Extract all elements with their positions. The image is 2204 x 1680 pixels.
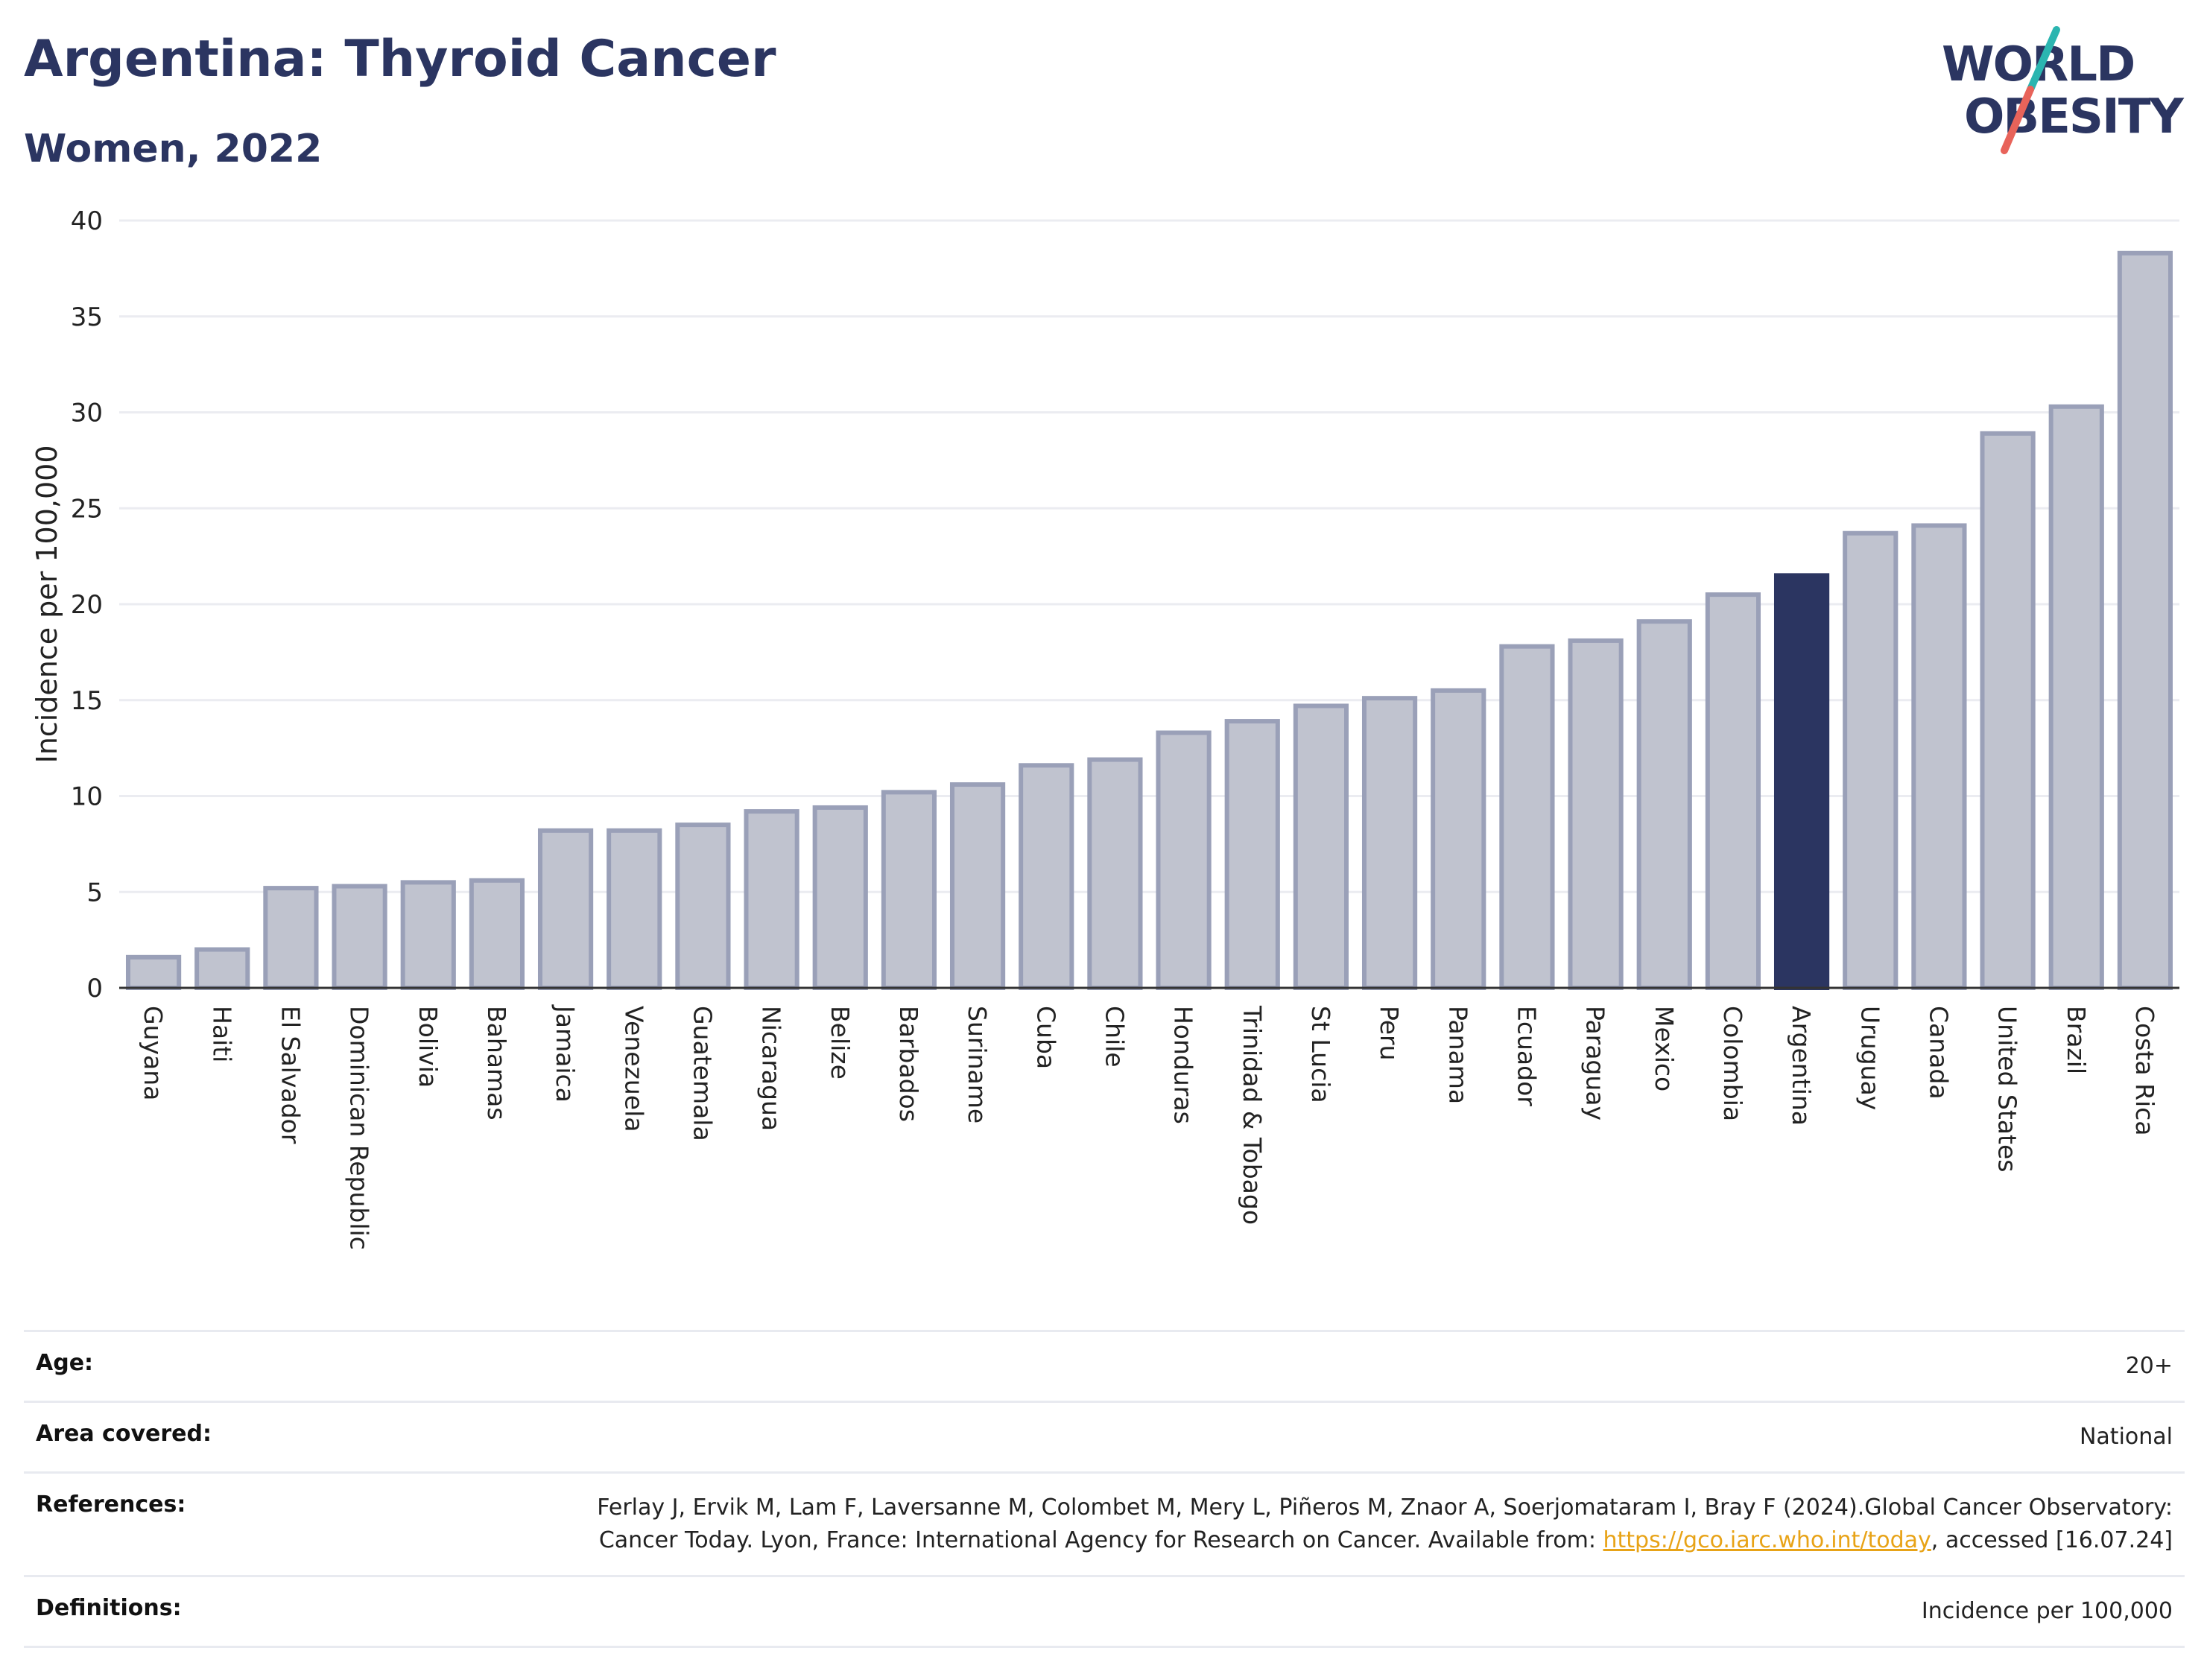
chart-subtitle: Women, 2022 (24, 127, 323, 171)
x-tick-label: Nicaragua (757, 1006, 786, 1131)
x-tick-label: Paraguay (1581, 1006, 1610, 1120)
x-tick-label: Bahamas (482, 1006, 511, 1120)
age-label: Age: (36, 1350, 94, 1376)
references-text: Ferlay J, Ervik M, Lam F, Laversanne M, … (597, 1494, 2173, 1553)
info-row-definitions: Definitions: Incidence per 100,000 (24, 1575, 2185, 1648)
bar-guatemala (675, 822, 731, 990)
x-tick-label: Mexico (1650, 1006, 1679, 1091)
y-tick-label: 20 (71, 590, 103, 620)
references-link[interactable]: https://gco.iarc.who.int/today (1603, 1527, 1931, 1553)
y-tick-label: 10 (71, 782, 103, 812)
x-tick-label: Colombia (1718, 1006, 1747, 1121)
bar-panama (1431, 688, 1486, 990)
x-tick-label: Bolivia (414, 1006, 443, 1088)
bar-colombia (1705, 592, 1761, 990)
info-row-age: Age: 20+ (24, 1330, 2185, 1401)
x-tick-label: St Lucia (1306, 1006, 1335, 1103)
x-tick-label: Canada (1924, 1006, 1953, 1100)
x-tick-label: Brazil (2062, 1006, 2091, 1074)
bar-paraguay (1568, 638, 1624, 990)
x-tick-label: Barbados (894, 1006, 923, 1122)
bar-dominican-republic (332, 884, 387, 991)
x-tick-label: Guyana (139, 1006, 168, 1100)
age-value: 20+ (2125, 1353, 2173, 1379)
y-axis-label: Incidence per 100,000 (31, 445, 63, 763)
logo-slash-teal (2027, 26, 2060, 93)
x-tick-label: Jamaica (551, 1004, 580, 1103)
bar-united-states (1980, 431, 2036, 990)
bar-jamaica (537, 828, 594, 990)
x-tick-label: Cuba (1031, 1006, 1060, 1069)
x-tick-label: Costa Rica (2130, 1006, 2159, 1136)
y-tick-label: 30 (71, 399, 103, 428)
y-tick-label: 15 (71, 686, 103, 716)
bar-canada (1911, 523, 1967, 990)
references-value: Ferlay J, Ervik M, Lam F, Laversanne M, … (513, 1492, 2173, 1557)
bar-st-lucia (1293, 703, 1349, 990)
bar-chart: 0 5 10 15 20 25 30 35 40 Guyana Haiti El Salvador D… (31, 206, 2179, 1250)
bar-guyana (125, 954, 182, 991)
x-tick-label: Guatemala (688, 1006, 717, 1141)
bar-chile (1087, 757, 1143, 990)
bar-mexico (1636, 619, 1692, 990)
logo-slash-coral (2001, 86, 2034, 154)
y-tick-label: 40 (71, 206, 103, 236)
bar-brazil (2048, 404, 2104, 990)
bar-trinidad-tobago (1224, 719, 1280, 990)
x-tick-labels: Guyana Haiti El Salvador Dominican Republic… (139, 1004, 2159, 1250)
x-tick-label: Argentina (1787, 1006, 1816, 1126)
info-table: Age: 20+ Area covered: National Referenc… (24, 1330, 2185, 1648)
references-accessed: , accessed [16.07.24] (1931, 1527, 2173, 1553)
x-tick-label: United States (1993, 1006, 2022, 1172)
x-tick-label: Dominican Republic (345, 1006, 374, 1250)
x-tick-label: El Salvador (276, 1006, 305, 1144)
bar-nicaragua (744, 809, 799, 990)
y-tick-labels: 0 5 10 15 20 25 30 35 40 (71, 206, 103, 1004)
logo-text-obesity: OBESITY (1964, 89, 2184, 145)
references-label: References: (36, 1492, 186, 1518)
bar-suriname (949, 782, 1006, 990)
bar-uruguay (1843, 530, 1899, 991)
info-row-references: References: Ferlay J, Ervik M, Lam F, La… (24, 1471, 2185, 1575)
y-tick-label: 25 (71, 494, 103, 524)
x-tick-label: Haiti (207, 1006, 236, 1062)
bar-belize (812, 805, 868, 991)
world-obesity-logo: WORLD OBESITY (1942, 26, 2185, 154)
x-tick-label: Uruguay (1855, 1006, 1884, 1110)
y-tick-label: 0 (86, 974, 103, 1004)
bar-honduras (1156, 730, 1212, 991)
definitions-value: Incidence per 100,000 (1921, 1598, 2173, 1624)
bar-argentina (1773, 573, 1830, 990)
y-tick-label: 5 (86, 878, 103, 907)
area-label: Area covered: (36, 1421, 212, 1447)
x-tick-label: Honduras (1169, 1006, 1198, 1124)
bars-layer (125, 250, 2173, 991)
bar-costa-rica (2117, 250, 2173, 990)
x-tick-label: Peru (1375, 1006, 1404, 1061)
bar-el-salvador (263, 886, 319, 990)
x-tick-label: Ecuador (1512, 1006, 1541, 1106)
bar-cuba (1019, 763, 1074, 990)
chart-title: Argentina: Thyroid Cancer (24, 30, 776, 89)
x-tick-label: Venezuela (619, 1006, 648, 1132)
bar-bolivia (400, 880, 456, 990)
bar-haiti (194, 947, 250, 990)
x-tick-label: Belize (826, 1006, 855, 1080)
x-tick-label: Panama (1443, 1006, 1472, 1104)
info-row-area: Area covered: National (24, 1401, 2185, 1471)
bar-peru (1361, 696, 1418, 990)
x-tick-label: Chile (1100, 1006, 1129, 1068)
bar-venezuela (607, 828, 662, 990)
x-tick-label: Suriname (963, 1006, 992, 1123)
definitions-label: Definitions: (36, 1595, 182, 1621)
x-tick-label: Trinidad & Tobago (1238, 1005, 1267, 1225)
bar-bahamas (469, 878, 525, 990)
bar-barbados (881, 790, 937, 990)
y-tick-label: 35 (71, 302, 103, 332)
bar-ecuador (1499, 644, 1555, 991)
area-value: National (2079, 1424, 2173, 1450)
